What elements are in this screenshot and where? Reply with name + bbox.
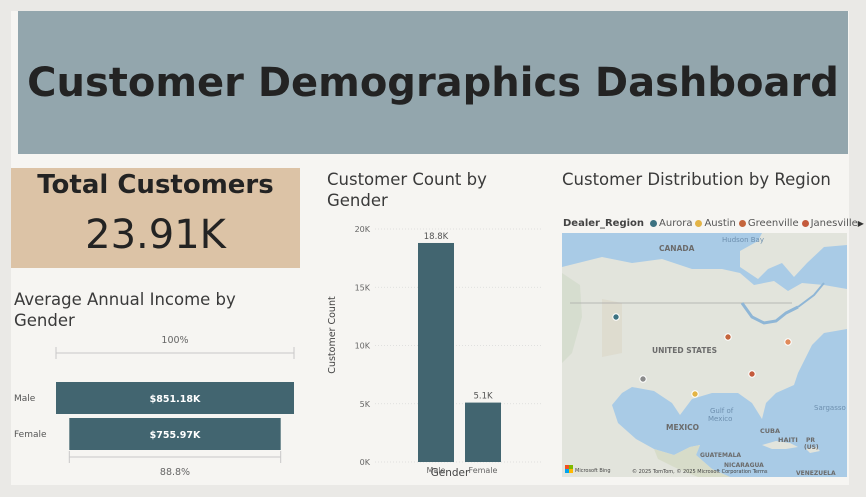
- map-pin[interactable]: [748, 370, 756, 378]
- kpi-label: Total Customers: [37, 170, 274, 200]
- count-grid-group: 0K 5K 10K 15K 20K: [355, 225, 543, 467]
- bing-logo-text: Microsoft Bing: [575, 468, 611, 474]
- map-label-cuba: CUBA: [760, 427, 780, 435]
- count-y-tick-label: 0K: [360, 458, 371, 467]
- legend-dot: [738, 219, 746, 227]
- legend-dot: [650, 219, 658, 227]
- legend-item-label[interactable]: Aurora: [659, 217, 693, 229]
- map-pin[interactable]: [784, 338, 792, 346]
- map-pin[interactable]: [724, 333, 732, 341]
- income-bars-group: $851.18K Male $755.97K Female: [14, 382, 294, 450]
- count-value-label: 18.8K: [424, 232, 449, 242]
- legend-item-label[interactable]: Janesville: [810, 217, 858, 229]
- map-legend: Dealer_Region Aurora Austin Greenville Jane…: [563, 216, 864, 230]
- legend-title: Dealer_Region: [563, 217, 645, 229]
- top-percent-label: 100%: [161, 335, 188, 346]
- legend-next-icon[interactable]: ▶: [857, 218, 864, 228]
- map-west-terrain: [562, 273, 582, 363]
- income-category-label: Male: [14, 394, 36, 404]
- dashboard-canvas: Customer Demographics Dashboard Total Cu…: [11, 11, 864, 485]
- income-bar-female[interactable]: [69, 418, 281, 450]
- map-label-venezuela: VENEZUELA: [796, 470, 836, 477]
- map-canada-north: [562, 233, 847, 279]
- map-pins-group: [612, 313, 792, 398]
- income-category-label: Female: [14, 430, 47, 440]
- map-label-haiti: HAITI: [778, 436, 798, 444]
- count-y-axis-title: Customer Count: [327, 296, 338, 374]
- legend-dot: [695, 219, 703, 227]
- map-st-lawrence: [797, 282, 825, 308]
- map-pin[interactable]: [612, 313, 620, 321]
- count-y-tick-label: 10K: [355, 342, 371, 351]
- count-bar-female[interactable]: [465, 402, 501, 462]
- map-label-sargasso: Sargasso: [814, 404, 846, 412]
- count-x-axis-title: Gender: [431, 467, 470, 479]
- map-great-lakes: [740, 302, 799, 325]
- count-y-tick-label: 15K: [355, 283, 371, 292]
- page-title: Customer Demographics Dashboard: [27, 59, 839, 106]
- map-label-pr-us: (US): [804, 444, 819, 451]
- count-chart[interactable]: 0K 5K 10K 15K 20K 18.8K Male 5.1K Female Gender…: [317, 211, 549, 481]
- count-bar-male[interactable]: [418, 242, 454, 462]
- income-chart[interactable]: 100% $851.18K Male $755.97K Female 88.8%: [11, 331, 301, 479]
- income-value-label: $755.97K: [150, 430, 201, 441]
- map-label-guatemala: GUATEMALA: [700, 452, 741, 459]
- count-category-label: Female: [469, 466, 498, 475]
- count-y-tick-label: 20K: [355, 225, 371, 234]
- bing-logo-red: [565, 465, 569, 469]
- map-mexico-south: [654, 445, 730, 477]
- legend-item-label[interactable]: Austin: [704, 217, 736, 229]
- map-hispaniola: [806, 447, 820, 453]
- map-label-us: UNITED STATES: [652, 346, 717, 355]
- map-label-hudson: Hudson Bay: [722, 236, 764, 244]
- income-chart-title: Average Annual Income by Gender: [14, 290, 236, 330]
- kpi-value: 23.91K: [85, 212, 226, 258]
- map-label-gulf-2: Mexico: [708, 415, 732, 423]
- map-land: [562, 257, 847, 477]
- map-label-gulf-1: Gulf of: [710, 407, 734, 415]
- map-label-nicaragua: NICARAGUA: [724, 462, 764, 469]
- bing-logo-yellow: [569, 469, 573, 473]
- map-pin[interactable]: [691, 390, 699, 398]
- count-chart-title: Customer Count by Gender: [327, 170, 487, 210]
- map-attribution: © 2025 TomTom, © 2025 Microsoft Corporat…: [632, 468, 768, 475]
- legend-item-label[interactable]: Greenville: [747, 217, 799, 229]
- legend-items: Aurora Austin Greenville Janesville: [647, 218, 858, 229]
- region-map[interactable]: CANADA UNITED STATES MEXICO CUBA HAITI P…: [562, 233, 847, 477]
- total-customers-card[interactable]: Total Customers 23.91K: [11, 168, 300, 268]
- header-banner: Customer Demographics Dashboard: [18, 11, 848, 154]
- count-y-tick-label: 5K: [360, 400, 371, 409]
- map-label-canada: CANADA: [659, 244, 695, 253]
- map-label-pr: PR: [806, 437, 815, 444]
- count-bars-group: 18.8K Male 5.1K Female: [418, 232, 501, 475]
- count-category-label: Male: [427, 466, 446, 475]
- map-pin[interactable]: [639, 375, 647, 383]
- map-rockies-terrain: [602, 299, 622, 357]
- income-bar-male[interactable]: [56, 382, 294, 414]
- bottom-percent-label: 88.8%: [160, 467, 190, 478]
- map-svg: CANADA UNITED STATES MEXICO CUBA HAITI P…: [562, 233, 847, 477]
- bing-logo-blue: [565, 469, 569, 473]
- bing-logo-green: [569, 465, 573, 469]
- map-label-mexico: MEXICO: [666, 423, 699, 432]
- legend-dot: [801, 219, 809, 227]
- income-value-label: $851.18K: [150, 394, 201, 405]
- map-title: Customer Distribution by Region: [562, 170, 831, 189]
- map-cuba: [762, 441, 798, 449]
- count-value-label: 5.1K: [473, 392, 493, 402]
